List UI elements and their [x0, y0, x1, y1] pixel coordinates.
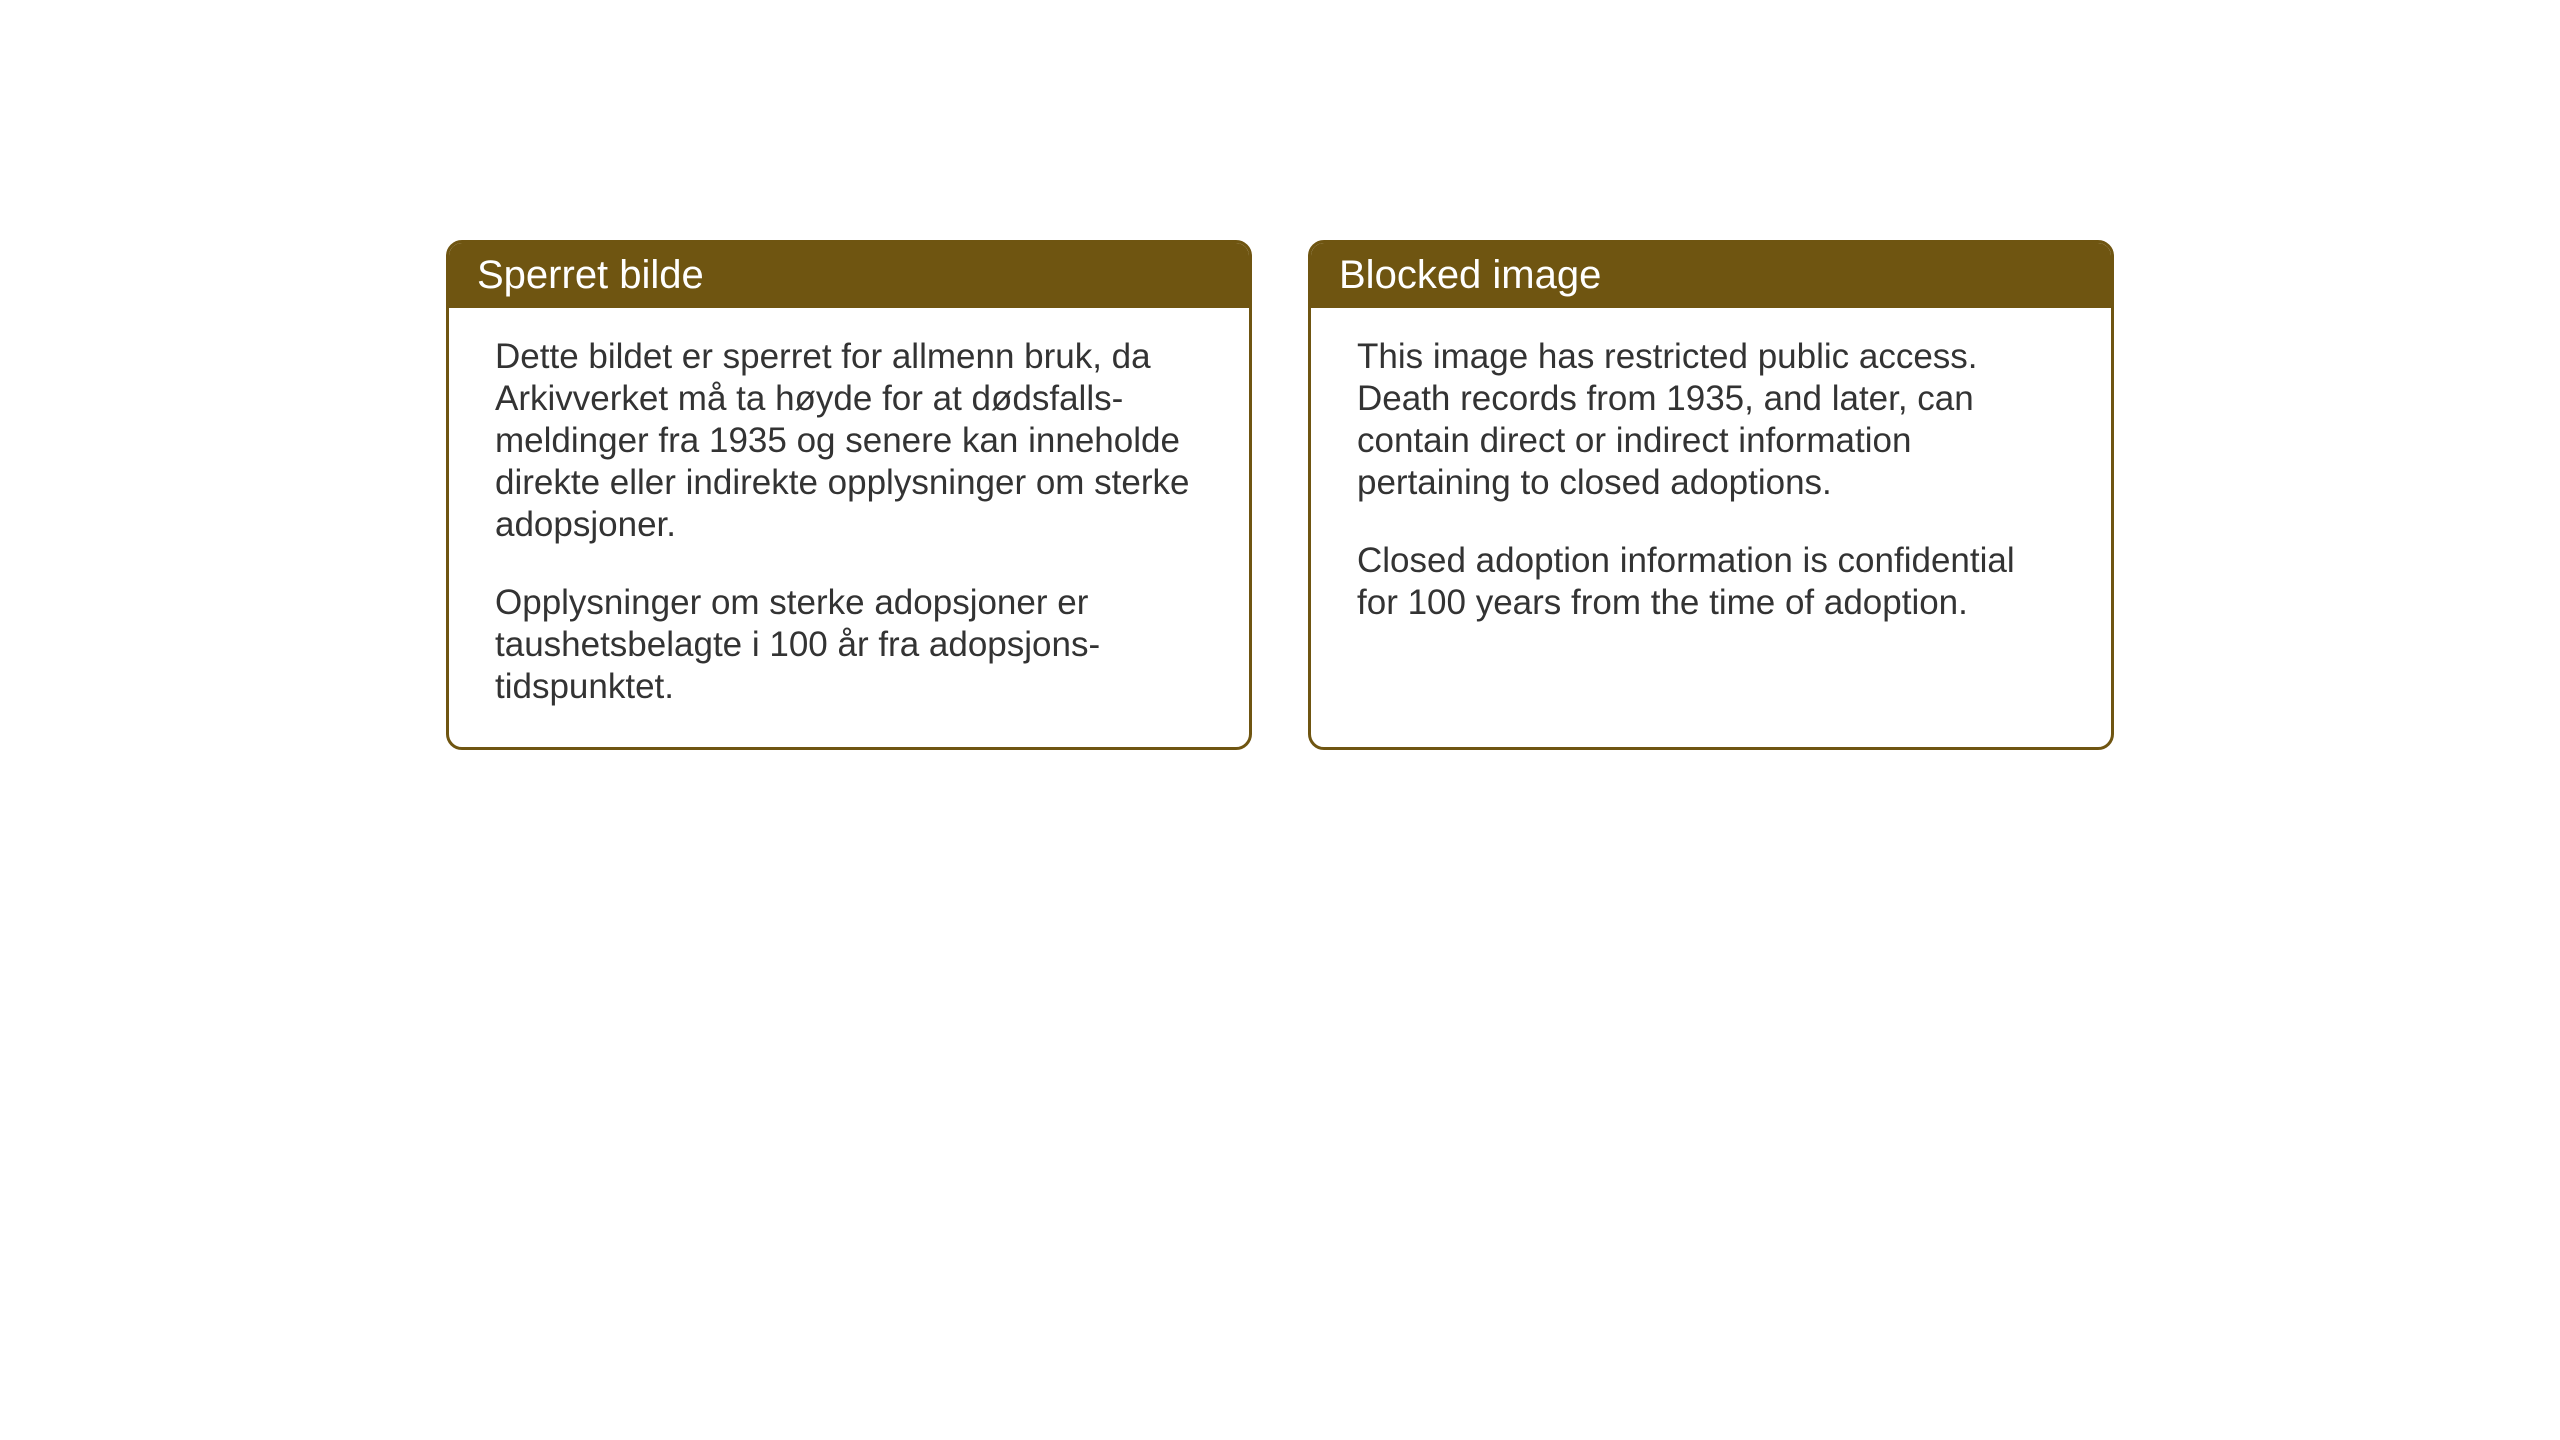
card-paragraph-2-english: Closed adoption information is confident…: [1357, 540, 2065, 624]
card-body-english: This image has restricted public access.…: [1311, 308, 2111, 652]
card-title-english: Blocked image: [1339, 253, 1601, 297]
notice-card-english: Blocked image This image has restricted …: [1308, 240, 2114, 750]
notice-card-norwegian: Sperret bilde Dette bildet er sperret fo…: [446, 240, 1252, 750]
card-body-norwegian: Dette bildet er sperret for allmenn bruk…: [449, 308, 1249, 736]
notice-cards-container: Sperret bilde Dette bildet er sperret fo…: [446, 240, 2114, 750]
card-title-norwegian: Sperret bilde: [477, 253, 704, 297]
card-header-english: Blocked image: [1311, 243, 2111, 308]
card-paragraph-2-norwegian: Opplysninger om sterke adopsjoner er tau…: [495, 582, 1203, 708]
card-paragraph-1-english: This image has restricted public access.…: [1357, 336, 2065, 504]
card-paragraph-1-norwegian: Dette bildet er sperret for allmenn bruk…: [495, 336, 1203, 546]
card-header-norwegian: Sperret bilde: [449, 243, 1249, 308]
